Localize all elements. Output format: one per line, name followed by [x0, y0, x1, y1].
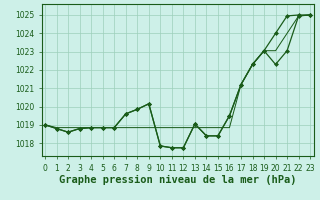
X-axis label: Graphe pression niveau de la mer (hPa): Graphe pression niveau de la mer (hPa) [59, 175, 296, 185]
